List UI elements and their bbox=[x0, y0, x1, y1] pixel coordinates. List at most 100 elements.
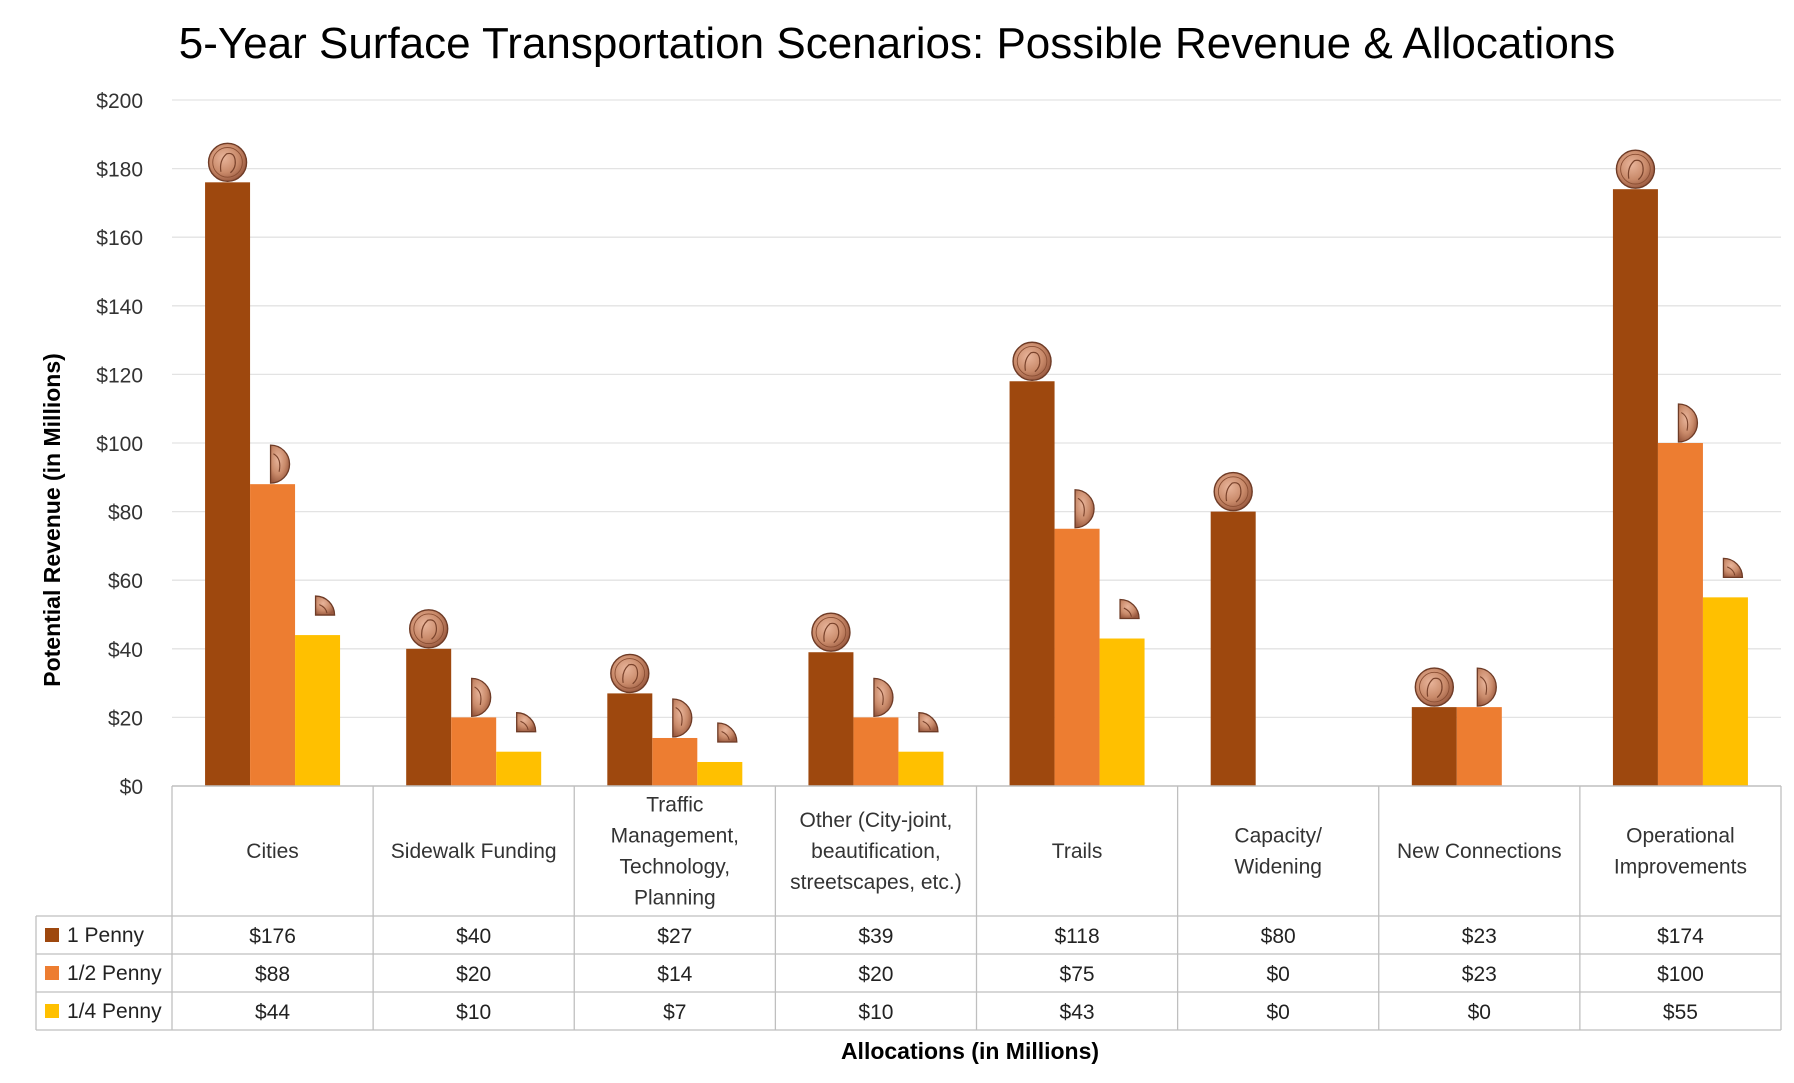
penny-coin-icon bbox=[1414, 667, 1455, 707]
legend-label: 1/2 Penny bbox=[67, 962, 162, 985]
data-table: Cities Sidewalk Funding Traffic Management,… bbox=[35, 786, 1782, 1031]
penny-coin-icon bbox=[1074, 489, 1095, 529]
bar-1-penny bbox=[607, 693, 653, 786]
table-cell: $14 bbox=[657, 963, 692, 986]
table-cell: $0 bbox=[1267, 1001, 1290, 1024]
category-label: Widening bbox=[1234, 856, 1322, 879]
table-cell: $23 bbox=[1462, 925, 1497, 948]
table-cell: $44 bbox=[255, 1001, 290, 1024]
y-tick-label: $160 bbox=[96, 227, 143, 250]
table-cell: $55 bbox=[1663, 1001, 1698, 1024]
table-cell: $27 bbox=[657, 925, 692, 948]
table-cell: $176 bbox=[249, 925, 296, 948]
penny-coin-icon bbox=[1722, 557, 1744, 578]
table-cell: $10 bbox=[858, 1001, 893, 1024]
bar-1-2-penny bbox=[652, 737, 698, 786]
category-label: Traffic bbox=[646, 794, 703, 817]
bar-1-2-penny bbox=[250, 484, 296, 786]
bar-1-penny bbox=[808, 652, 854, 786]
table-cell: $0 bbox=[1468, 1001, 1491, 1024]
coin-markers bbox=[207, 142, 1744, 743]
bar-1-penny bbox=[1411, 707, 1457, 786]
penny-coin-icon bbox=[811, 612, 851, 652]
bar-1-4-penny bbox=[1099, 638, 1145, 786]
penny-coin-icon bbox=[1476, 667, 1497, 707]
y-axis-title: Potential Revenue (in Millions) bbox=[39, 353, 65, 687]
category-label: New Connections bbox=[1397, 840, 1562, 863]
bar-1-penny bbox=[1009, 381, 1055, 786]
y-tick-label: $120 bbox=[96, 364, 143, 387]
table-cell: $43 bbox=[1060, 1001, 1095, 1024]
bar-1-2-penny bbox=[853, 717, 899, 786]
y-tick-label: $60 bbox=[108, 570, 143, 593]
bar-1-2-penny bbox=[1657, 443, 1703, 786]
table-cell: $39 bbox=[858, 925, 893, 948]
legend-label: 1 Penny bbox=[67, 924, 145, 947]
table-cell: $40 bbox=[456, 925, 491, 948]
penny-coin-icon bbox=[471, 677, 492, 718]
y-tick-label: $20 bbox=[108, 707, 143, 730]
y-tick-label: $80 bbox=[108, 502, 143, 525]
bar-1-2-penny bbox=[1456, 707, 1502, 786]
table-cell: $88 bbox=[255, 963, 290, 986]
y-tick-label: $100 bbox=[96, 433, 143, 456]
y-tick-label: $40 bbox=[108, 639, 143, 662]
category-label: Planning bbox=[634, 887, 716, 910]
penny-coin-icon bbox=[1677, 403, 1699, 443]
penny-coin-icon bbox=[314, 595, 336, 616]
table-cell: $75 bbox=[1060, 963, 1095, 986]
table-cell: $80 bbox=[1261, 925, 1296, 948]
bar-1-4-penny bbox=[898, 751, 944, 786]
category-label: streetscapes, etc.) bbox=[790, 871, 962, 894]
category-label: Operational bbox=[1626, 825, 1735, 848]
bar-1-4-penny bbox=[697, 761, 743, 786]
penny-coin-icon bbox=[408, 609, 449, 649]
penny-coin-icon bbox=[672, 698, 693, 738]
chart-title: 5-Year Surface Transportation Scenarios:… bbox=[179, 19, 1616, 68]
legend-swatch bbox=[45, 966, 59, 980]
legend-swatch bbox=[45, 928, 59, 942]
penny-coin-icon bbox=[918, 712, 939, 733]
bar-1-penny bbox=[1210, 511, 1256, 786]
penny-coin-icon bbox=[1012, 341, 1052, 381]
penny-coin-icon bbox=[1213, 471, 1253, 512]
penny-coin-icon bbox=[610, 653, 650, 694]
bar-1-2-penny bbox=[451, 717, 497, 786]
penny-coin-icon bbox=[873, 677, 894, 718]
category-label: Capacity/ bbox=[1234, 825, 1322, 848]
bar-1-4-penny bbox=[295, 635, 341, 786]
table-cell: $20 bbox=[456, 963, 491, 986]
penny-coin-icon bbox=[516, 712, 537, 733]
bar-1-4-penny bbox=[1702, 597, 1748, 786]
table-cell: $23 bbox=[1462, 963, 1497, 986]
penny-coin-icon bbox=[1615, 149, 1656, 189]
category-label: Cities bbox=[246, 840, 299, 863]
bar-1-4-penny bbox=[496, 751, 542, 786]
penny-coin-icon bbox=[269, 444, 291, 484]
category-label: Trails bbox=[1052, 840, 1103, 863]
table-cell: $20 bbox=[858, 963, 893, 986]
table-cell: $10 bbox=[456, 1001, 491, 1024]
y-tick-label: $200 bbox=[96, 90, 143, 113]
category-label: Sidewalk Funding bbox=[391, 840, 557, 863]
table-cell: $0 bbox=[1267, 963, 1290, 986]
table-cell: $100 bbox=[1657, 963, 1704, 986]
category-label: beautification, bbox=[811, 840, 941, 863]
bars bbox=[172, 182, 1781, 787]
category-label: Technology, bbox=[620, 856, 731, 879]
legend-swatch bbox=[45, 1004, 59, 1018]
y-tick-label: $180 bbox=[96, 159, 143, 182]
y-tick-label: $140 bbox=[96, 296, 143, 319]
bar-1-penny bbox=[1612, 189, 1658, 786]
bar-1-2-penny bbox=[1054, 528, 1100, 786]
table-cell: $7 bbox=[663, 1001, 686, 1024]
bar-1-penny bbox=[406, 648, 452, 786]
penny-coin-icon bbox=[717, 722, 738, 743]
category-label: Management, bbox=[611, 825, 739, 848]
bar-1-penny bbox=[205, 182, 251, 786]
y-axis-ticks: $0 $20 $40 $60 $80 $100 $120 $140 $160 $180 $200 bbox=[96, 90, 143, 799]
category-label: Other (City-joint, bbox=[800, 809, 953, 832]
penny-coin-icon bbox=[1119, 598, 1140, 620]
legend-label: 1/4 Penny bbox=[67, 1000, 162, 1023]
